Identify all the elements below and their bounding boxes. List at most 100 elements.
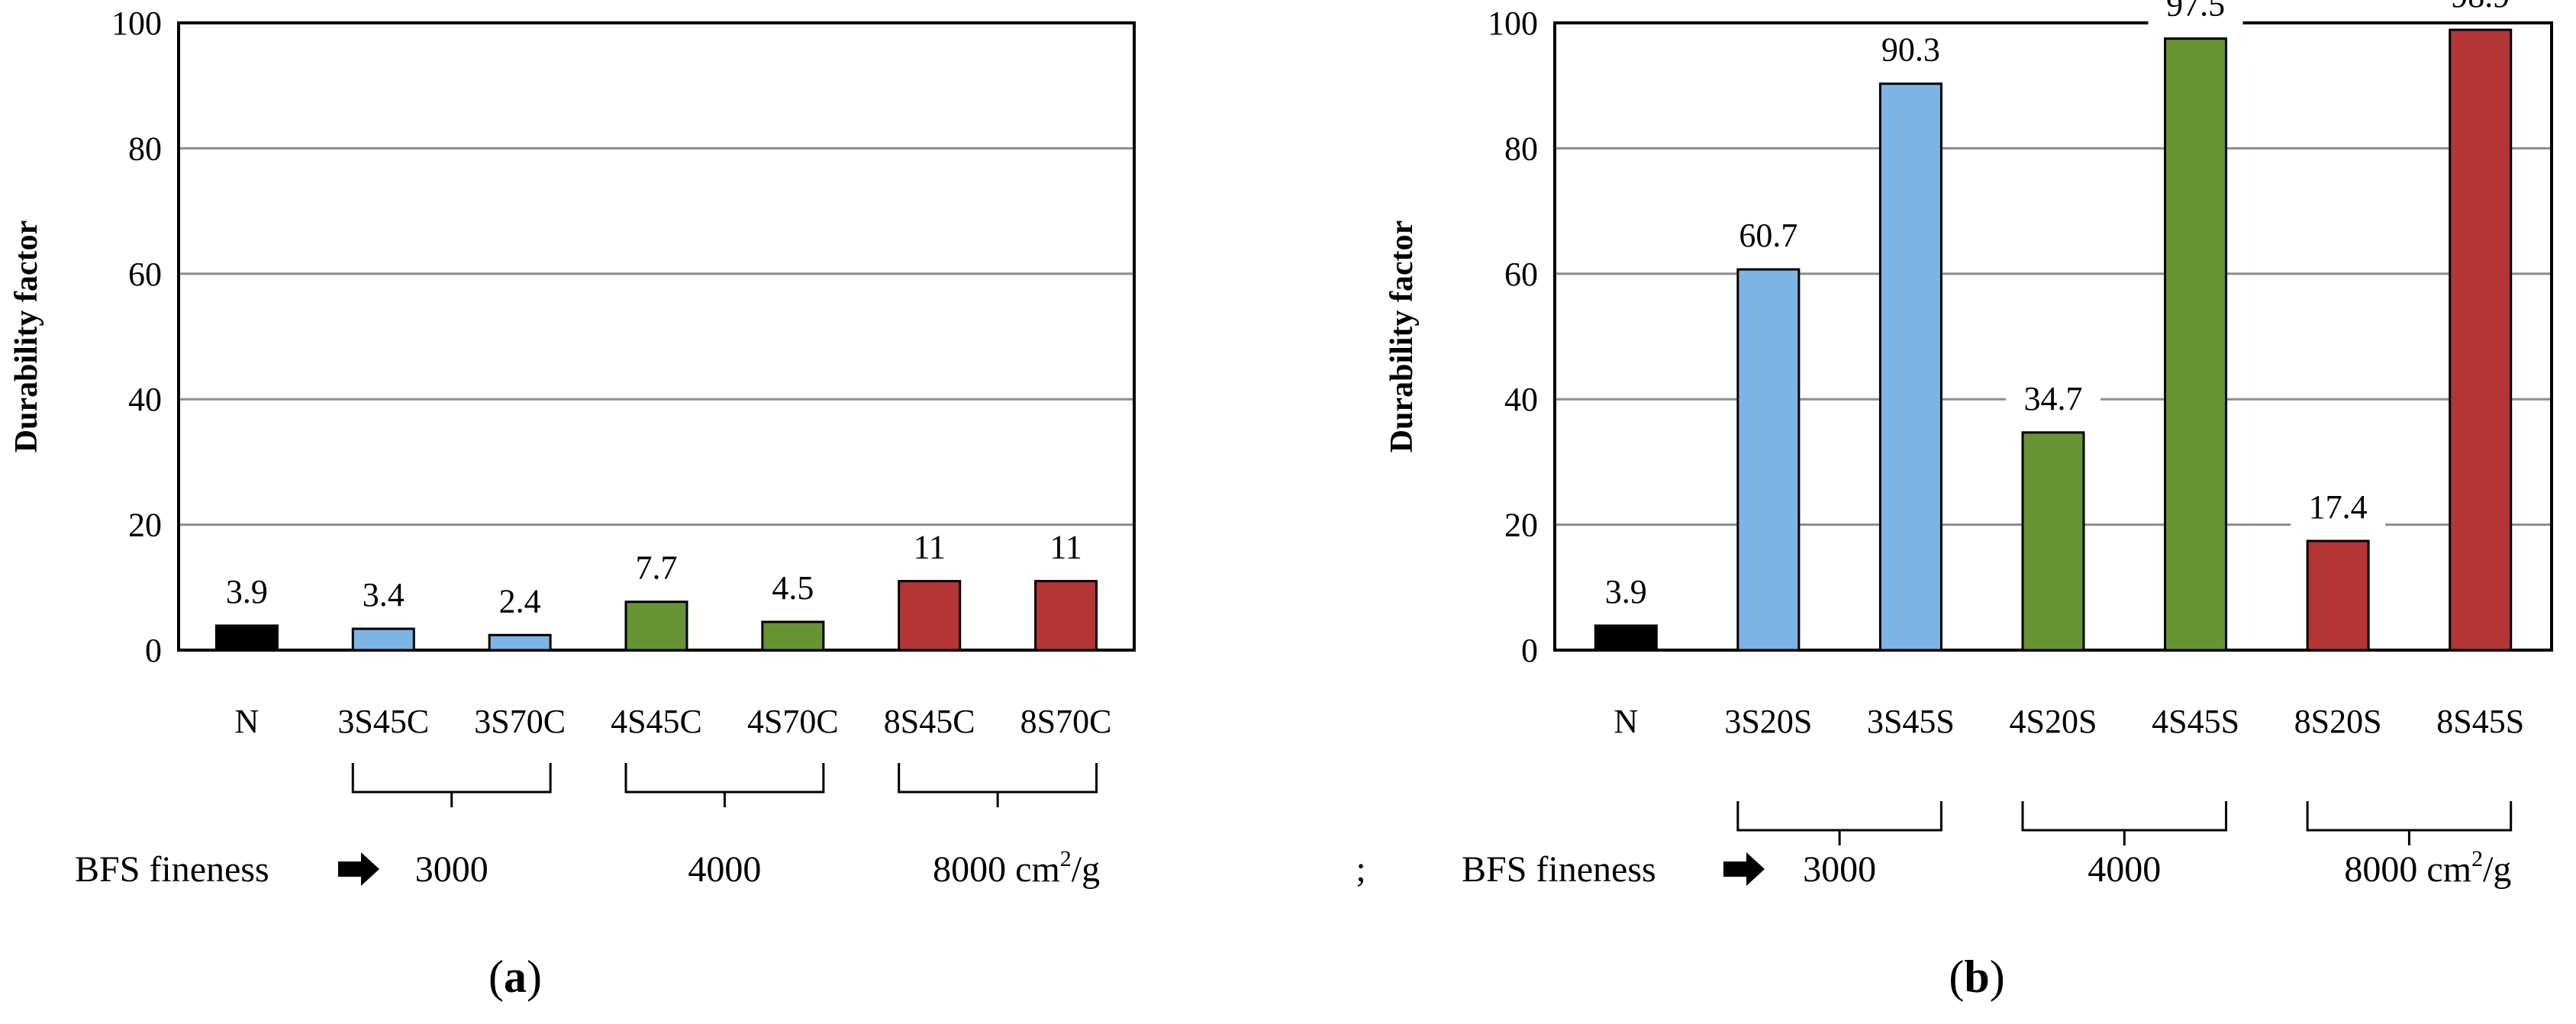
value-label-mask — [2006, 378, 2100, 419]
value-label-3S45S: 90.3 — [1881, 31, 1940, 69]
category-label-3S45S: 3S45S — [1867, 703, 1955, 740]
y-tick-label: 80 — [128, 130, 162, 167]
y-tick-label: 0 — [1521, 632, 1538, 669]
bar-3S70C — [488, 633, 552, 652]
category-label-8S70C: 8S70C — [1020, 703, 1112, 740]
value-label-8S45C: 11 — [914, 529, 946, 566]
bar-N — [1594, 624, 1658, 652]
category-label-4S45C: 4S45C — [611, 703, 702, 740]
y-tick-label: 20 — [128, 507, 162, 544]
bar-3S45C — [351, 627, 415, 652]
y-tick-label: 100 — [1488, 5, 1538, 42]
group-brace — [351, 763, 552, 807]
panel-label: (a) — [488, 952, 542, 1002]
right-arrow-icon — [338, 852, 379, 886]
category-label-3S45C: 3S45C — [337, 703, 429, 740]
unit-exponent: 2 — [1060, 846, 1072, 871]
value-label-mask — [1720, 216, 1816, 256]
value-label-N: 3.9 — [226, 573, 268, 610]
y-axis-label: Durability factor — [1385, 221, 1420, 452]
unit-tail: /g — [1072, 849, 1100, 890]
bar-8S20S — [2306, 539, 2370, 652]
stray-mark: ; — [1356, 849, 1365, 890]
value-label-mask — [2291, 487, 2386, 527]
value-label-4S70C: 4.5 — [772, 569, 814, 607]
unit-base: cm — [2426, 849, 2471, 890]
category-label-8S45C: 8S45C — [884, 703, 975, 740]
y-tick-label: 0 — [145, 632, 162, 669]
group-brace — [2021, 801, 2228, 845]
fineness-value-8000: 8000 cm2/g — [2344, 846, 2511, 890]
bar-8S45S — [2449, 28, 2513, 652]
value-label-4S45S: 97.5 — [2166, 0, 2225, 24]
bar-8S70C — [1034, 580, 1098, 652]
category-label-N: N — [235, 703, 260, 740]
unit-tail: /g — [2483, 849, 2511, 890]
panel-label: (b) — [1949, 952, 2004, 1002]
fineness-label: BFS fineness — [75, 849, 269, 890]
category-label-4S70C: 4S70C — [747, 703, 839, 740]
value-label-8S70C: 11 — [1049, 529, 1082, 566]
y-tick-label: 40 — [128, 381, 162, 418]
fineness-number: 8000 — [2344, 849, 2426, 890]
y-tick-label: 60 — [128, 256, 162, 293]
category-label-3S70C: 3S70C — [474, 703, 566, 740]
fineness-value-4000: 4000 — [688, 849, 761, 890]
bar-4S20S — [2021, 431, 2085, 652]
fineness-label: BFS fineness — [1462, 849, 1656, 890]
unit-base: cm — [1015, 849, 1060, 890]
value-label-4S20S: 34.7 — [2024, 380, 2083, 417]
panel-paren-close: ) — [1990, 952, 2005, 1002]
bar-4S45S — [2164, 37, 2228, 652]
y-axis-label: Durability factor — [9, 221, 44, 452]
category-label-4S20S: 4S20S — [2010, 703, 2097, 740]
bar-4S70C — [761, 620, 825, 652]
panel-paren-open: ( — [488, 952, 504, 1002]
group-brace — [1736, 801, 1942, 845]
bar-3S20S — [1736, 268, 1801, 652]
value-label-3S45C: 3.4 — [363, 576, 405, 613]
chart-panel-b: 0 20 40 60 80 100 Durability factor 3.9 N 60.7 3S2… — [1385, 0, 2553, 1002]
chart-panel-a: 0 20 40 60 80 100 Durability factor 3.9 N 3.4 3S45… — [9, 5, 1136, 1002]
bar-8S45C — [898, 580, 962, 652]
group-brace — [624, 763, 825, 807]
group-brace — [2306, 801, 2513, 845]
panel-paren-close: ) — [527, 952, 542, 1002]
group-brace — [898, 763, 1098, 807]
fineness-value-3000: 3000 — [1803, 849, 1876, 890]
y-tick-label: 20 — [1504, 507, 1538, 544]
fineness-value-3000: 3000 — [415, 849, 488, 890]
fineness-value-8000: 8000 cm2/g — [933, 846, 1100, 890]
value-label-mask — [882, 527, 977, 568]
value-label-3S20S: 60.7 — [1739, 217, 1797, 254]
panel-paren-open: ( — [1949, 952, 1964, 1002]
value-label-8S20S: 17.4 — [2309, 488, 2368, 526]
bar-N — [214, 624, 279, 652]
category-label-N: N — [1614, 703, 1638, 740]
y-tick-label: 60 — [1504, 256, 1538, 293]
value-label-mask — [2433, 0, 2528, 17]
bar-4S45C — [624, 601, 688, 652]
bar-3S45S — [1878, 82, 1942, 652]
value-label-3S70C: 2.4 — [499, 582, 541, 620]
value-label-8S45S: 98.9 — [2451, 0, 2510, 14]
category-label-4S45S: 4S45S — [2152, 703, 2239, 740]
unit-exponent: 2 — [2471, 846, 2483, 871]
y-tick-label: 80 — [1504, 130, 1538, 167]
category-label-8S45S: 8S45S — [2436, 703, 2524, 740]
panel-letter: a — [504, 952, 527, 1002]
y-tick-label: 40 — [1504, 381, 1538, 418]
y-tick-label: 100 — [111, 5, 162, 42]
category-label-3S20S: 3S20S — [1724, 703, 1812, 740]
category-label-8S20S: 8S20S — [2294, 703, 2382, 740]
value-label-mask — [2148, 0, 2243, 25]
fineness-value-4000: 4000 — [2088, 849, 2161, 890]
value-label-mask — [1018, 527, 1114, 568]
value-label-N: 3.9 — [1605, 573, 1647, 610]
right-arrow-icon — [1723, 852, 1765, 886]
value-label-mask — [1863, 30, 1959, 70]
value-label-4S45C: 7.7 — [636, 549, 678, 587]
fineness-number: 8000 — [933, 849, 1015, 890]
panel-letter: b — [1964, 952, 1989, 1002]
